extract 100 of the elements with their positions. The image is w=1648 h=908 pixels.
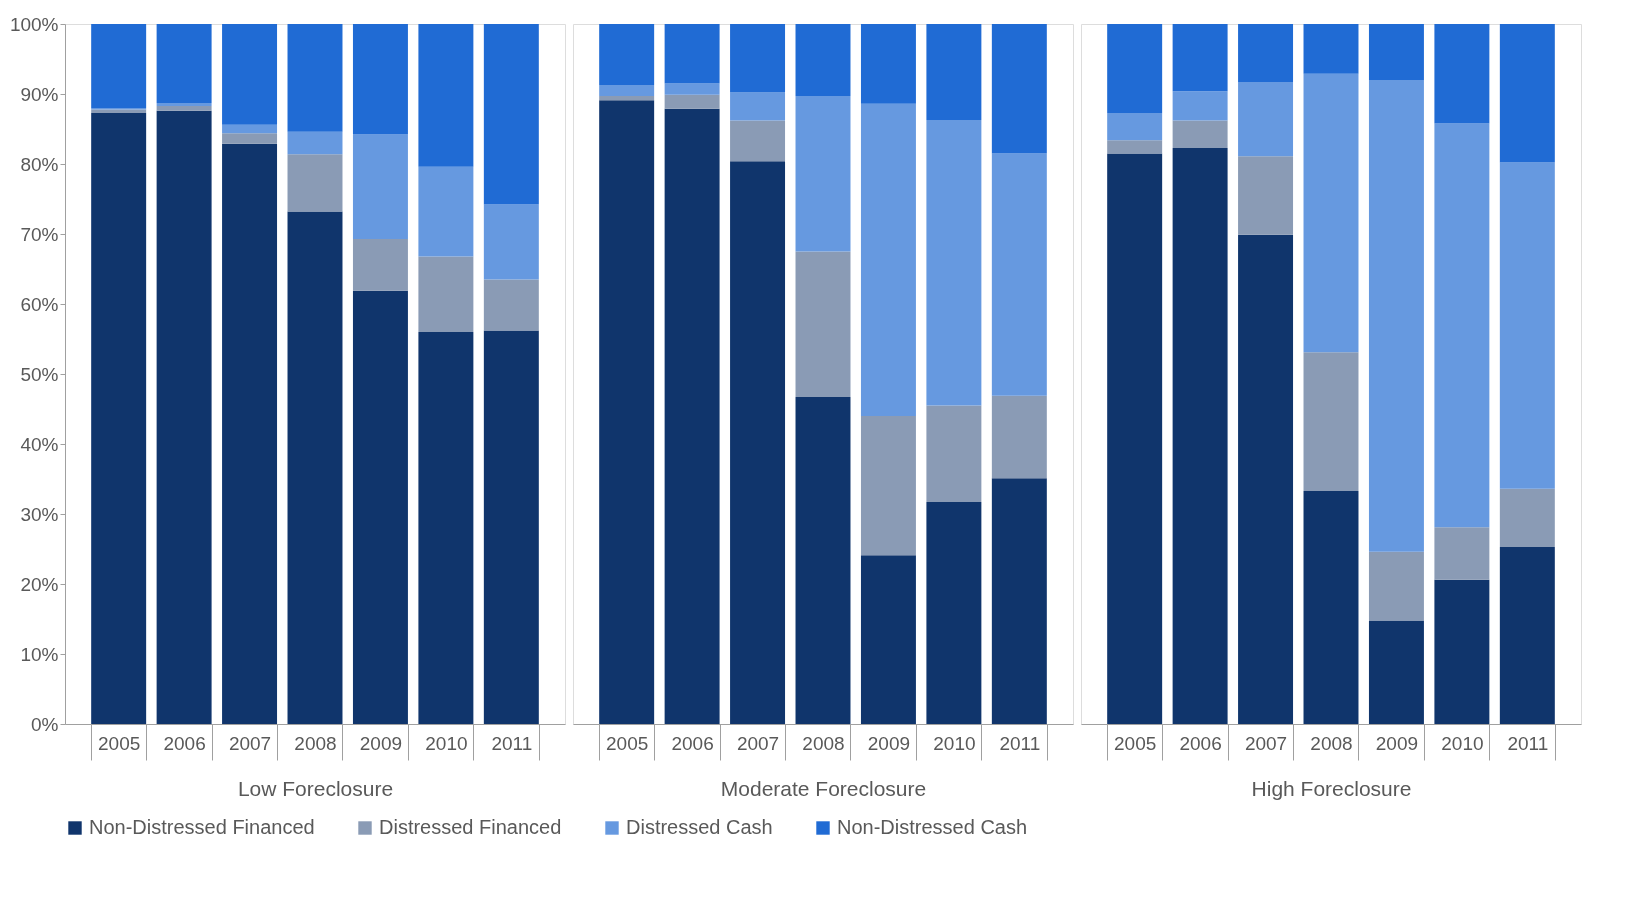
bar	[156, 103, 212, 106]
bar	[991, 153, 1047, 396]
y-tick-label: 0%	[31, 713, 59, 735]
bar	[1172, 91, 1228, 121]
bar	[1434, 24, 1490, 124]
bar	[664, 24, 720, 84]
bar	[418, 332, 474, 724]
bar	[287, 154, 343, 212]
x-tick-label: 2010	[1441, 732, 1484, 754]
x-tick-label: 2009	[867, 732, 911, 754]
bar	[287, 24, 343, 132]
bar	[664, 94, 720, 109]
bar	[795, 397, 851, 724]
bar	[599, 100, 655, 724]
bar	[156, 24, 212, 104]
bar	[926, 502, 982, 724]
bar	[1434, 123, 1490, 528]
x-tick-label: 2007	[736, 732, 780, 754]
bar	[1368, 80, 1424, 552]
bar	[1499, 546, 1555, 724]
bar	[1368, 24, 1424, 80]
bar	[1172, 24, 1228, 92]
bar	[860, 24, 916, 104]
x-tick-label: 2011	[1507, 732, 1549, 754]
bar	[1434, 527, 1490, 580]
bar	[1303, 24, 1359, 74]
bar	[352, 238, 408, 291]
legend-label: Distressed Cash	[626, 816, 773, 838]
bar	[91, 112, 147, 724]
bar	[1499, 488, 1555, 547]
bar	[352, 134, 408, 239]
bar	[222, 143, 278, 724]
bar	[418, 256, 474, 332]
bar	[991, 395, 1047, 479]
y-tick-label: 20%	[20, 573, 59, 595]
bar	[1303, 490, 1359, 724]
bar	[418, 24, 474, 167]
x-axis-title: Moderate Foreclosure	[720, 777, 927, 800]
x-axis-title: High Foreclosure	[1251, 777, 1412, 800]
bar	[156, 105, 212, 111]
y-tick-label: 100%	[9, 13, 59, 35]
bar	[599, 96, 655, 101]
bar	[795, 96, 851, 252]
bar	[730, 92, 786, 121]
bar	[926, 405, 982, 503]
bar	[483, 24, 539, 205]
bar	[1107, 140, 1163, 154]
bar	[1303, 352, 1359, 491]
x-tick-label: 2011	[491, 732, 533, 754]
bar	[1368, 551, 1424, 621]
bar	[91, 24, 147, 108]
bar	[664, 108, 720, 724]
y-tick-label: 90%	[20, 83, 59, 105]
x-tick-label: 2007	[228, 732, 272, 754]
bar	[991, 478, 1047, 724]
bar	[795, 24, 851, 97]
bar	[860, 103, 916, 416]
x-tick-label: 2005	[1114, 732, 1157, 754]
bar	[730, 161, 786, 724]
bar	[795, 251, 851, 398]
bar	[483, 279, 539, 331]
legend-label: Non-Distressed Financed	[89, 816, 315, 838]
x-tick-label: 2011	[999, 732, 1041, 754]
bar	[1107, 153, 1163, 724]
x-tick-label: 2006	[163, 732, 206, 754]
y-tick-label: 70%	[20, 223, 59, 245]
x-tick-label: 2008	[1310, 732, 1353, 754]
bar	[1238, 82, 1294, 157]
bar	[599, 24, 655, 85]
bar	[483, 330, 539, 724]
x-tick-label: 2006	[1179, 732, 1222, 754]
x-tick-label: 2009	[359, 732, 403, 754]
bar	[222, 24, 278, 125]
bar	[418, 166, 474, 257]
legend-label: Distressed Financed	[379, 816, 562, 838]
bar	[1238, 156, 1294, 235]
x-tick-label: 2005	[606, 732, 649, 754]
y-tick-label: 40%	[20, 433, 59, 455]
bar	[222, 124, 278, 134]
x-tick-label: 2008	[802, 732, 845, 754]
bar	[1434, 579, 1490, 724]
y-tick-label: 50%	[20, 363, 59, 385]
bar	[1107, 24, 1163, 113]
legend-label: Non-Distressed Cash	[837, 816, 1028, 838]
bar	[1172, 120, 1228, 148]
x-tick-label: 2006	[671, 732, 714, 754]
bar	[1303, 73, 1359, 353]
bar	[287, 211, 343, 724]
y-tick-label: 10%	[20, 643, 59, 665]
y-tick-label: 30%	[20, 503, 59, 525]
bar	[664, 83, 720, 95]
bar	[860, 555, 916, 724]
bar	[1499, 162, 1555, 489]
bar	[926, 24, 982, 120]
bar	[1107, 112, 1163, 141]
bar	[1172, 147, 1228, 724]
y-tick-label: 60%	[20, 293, 59, 315]
bar	[926, 119, 982, 406]
bar	[222, 133, 278, 144]
bar	[287, 131, 343, 155]
